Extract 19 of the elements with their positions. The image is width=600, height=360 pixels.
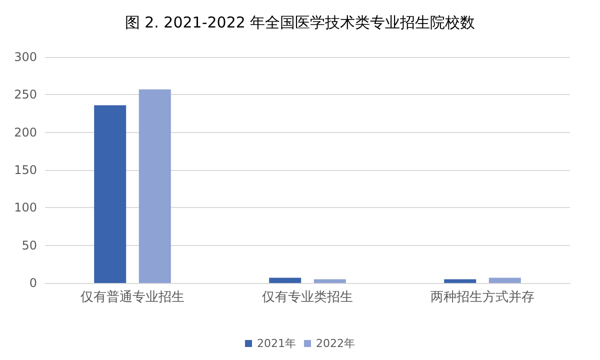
- y-tick-label: 300: [14, 50, 37, 64]
- y-tick-label: 250: [14, 88, 37, 102]
- bar: [138, 89, 171, 283]
- legend-label: 2022年: [316, 337, 355, 350]
- bar: [488, 278, 521, 283]
- x-tick-label: 仅有专业类招生: [262, 290, 353, 305]
- y-tick-label: 150: [14, 163, 37, 177]
- bar: [94, 105, 126, 283]
- legend-label: 2021年: [257, 337, 296, 350]
- x-tick-label: 仅有普通专业招生: [80, 289, 184, 305]
- bar: [269, 278, 302, 283]
- y-tick-label: 0: [29, 276, 37, 290]
- y-tick-label: 200: [14, 125, 37, 140]
- y-tick-label: 100: [14, 200, 37, 215]
- bar: [314, 279, 346, 283]
- y-tick-label: 50: [22, 238, 37, 252]
- x-tick-label: 两种招生方式并存: [430, 289, 534, 305]
- bar: [444, 279, 476, 283]
- chart-title: 图 2. 2021-2022 年全国医学技术类专业招生院校数: [124, 14, 476, 32]
